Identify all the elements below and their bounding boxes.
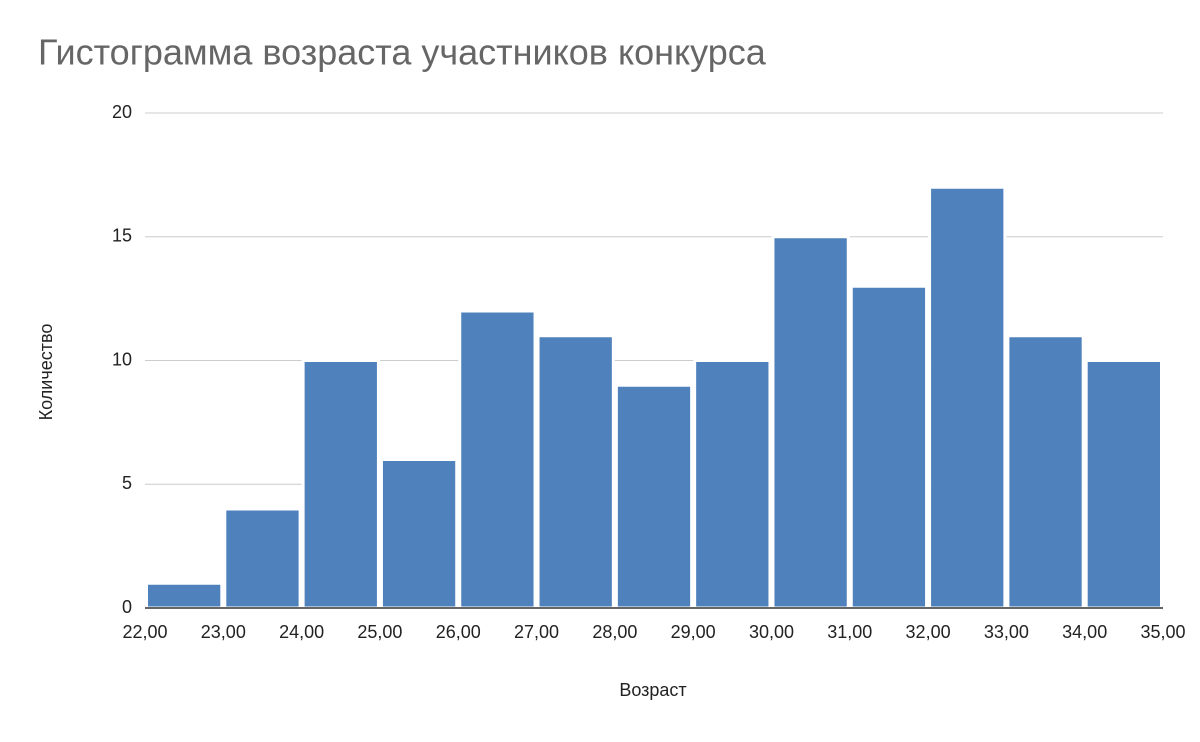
bar	[1084, 359, 1163, 610]
chart-title: Гистограмма возраста участников конкурса	[38, 32, 767, 73]
x-tick-label: 33,00	[984, 622, 1029, 642]
x-tick-label: 22,00	[122, 622, 167, 642]
y-axis-title: Количество	[36, 324, 56, 421]
bar	[614, 383, 694, 610]
x-tick-label: 25,00	[357, 622, 402, 642]
bar	[928, 185, 1007, 610]
x-tick-label: 23,00	[201, 622, 246, 642]
bar	[458, 309, 537, 610]
x-tick-label: 31,00	[827, 622, 872, 642]
y-tick-label: 15	[112, 226, 132, 246]
y-tick-label: 20	[112, 102, 132, 122]
bar	[301, 359, 380, 610]
bar	[379, 458, 459, 610]
bar	[849, 284, 929, 610]
bar	[1006, 334, 1085, 610]
x-tick-label: 30,00	[749, 622, 794, 642]
bar	[223, 507, 302, 610]
y-tick-label: 10	[112, 349, 132, 369]
x-tick-label: 34,00	[1062, 622, 1107, 642]
x-tick-label: 26,00	[436, 622, 481, 642]
x-axis-title: Возраст	[619, 680, 686, 700]
x-tick-label: 29,00	[671, 622, 716, 642]
y-tick-label: 5	[122, 473, 132, 493]
x-tick-label: 35,00	[1140, 622, 1185, 642]
x-tick-label: 28,00	[592, 622, 637, 642]
bar	[693, 359, 772, 610]
bar	[536, 334, 615, 610]
bar	[771, 235, 850, 610]
x-tick-label: 24,00	[279, 622, 324, 642]
bar	[145, 581, 224, 610]
x-tick-label: 32,00	[906, 622, 951, 642]
x-tick-label: 27,00	[514, 622, 559, 642]
y-tick-label: 0	[122, 597, 132, 617]
